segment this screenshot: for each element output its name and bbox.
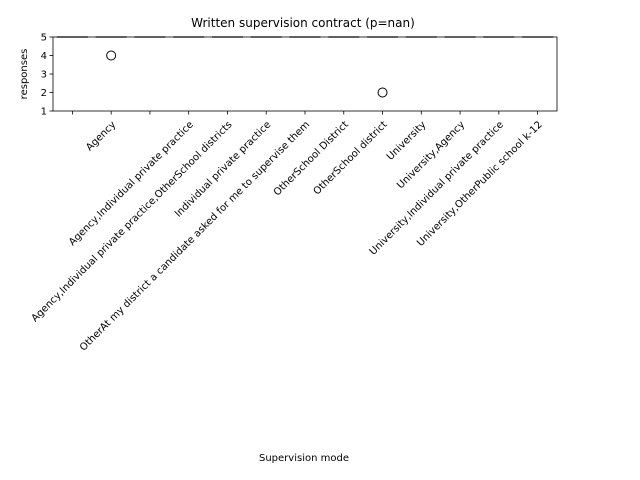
y-tick-label: 3 xyxy=(41,70,47,81)
outlier-point xyxy=(377,87,388,98)
y-tick-label: 5 xyxy=(41,33,47,44)
y-tick-label: 4 xyxy=(41,51,47,62)
y-axis-label: responses xyxy=(19,49,30,100)
y-tick-label: 1 xyxy=(41,107,47,118)
x-axis-label: Supervision mode xyxy=(259,453,349,464)
y-tick-label: 2 xyxy=(41,88,47,99)
chart-title: Written supervision contract (p=nan) xyxy=(191,16,415,30)
outlier-point xyxy=(106,50,117,61)
